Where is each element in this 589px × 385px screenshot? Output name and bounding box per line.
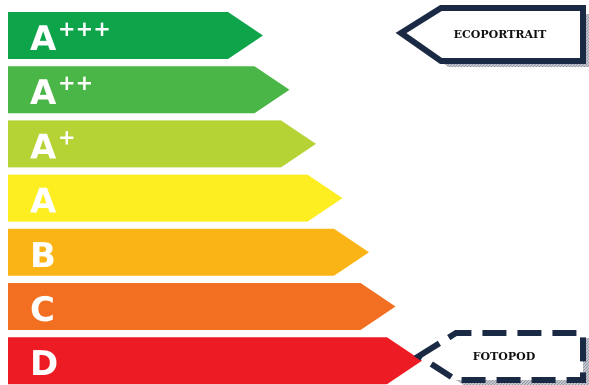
rating-bar-letter: A <box>30 73 57 113</box>
rating-bar-letter: C <box>30 290 55 330</box>
rating-bar-shape <box>8 66 290 114</box>
callout-fotopod-frame <box>413 330 586 383</box>
rating-bar-letter: D <box>30 344 58 384</box>
callout-ecoportrait-label: ECOPORTRAIT <box>454 28 548 41</box>
rating-bar-letter: A <box>30 19 57 59</box>
rating-bar: A + <box>8 120 316 168</box>
rating-bar-superscript: +++ <box>58 17 111 41</box>
rating-bar-superscript: + <box>58 125 76 149</box>
rating-bar-superscript: ++ <box>58 71 93 95</box>
callout-ecoportrait: ECOPORTRAIT <box>395 5 589 67</box>
callout-fotopod-label: FOTOPOD <box>473 350 536 363</box>
rating-bar-shape <box>8 12 263 59</box>
rating-bar-shape <box>8 120 316 168</box>
rating-bar-shape <box>8 228 369 276</box>
callout-fotopod: FOTOPOD <box>413 330 589 385</box>
rating-bar-shape <box>8 337 422 385</box>
rating-bar-letter: A <box>30 127 57 167</box>
rating-bar-shape <box>8 283 396 330</box>
rating-bar-letter: B <box>30 236 56 276</box>
rating-bar: A ++ <box>8 66 290 114</box>
callout-ecoportrait-frame <box>395 5 586 64</box>
rating-bar-shape <box>8 174 343 222</box>
rating-bar: D <box>8 337 422 385</box>
rating-bar: A <box>8 174 343 222</box>
rating-bar-letter: A <box>30 182 57 222</box>
rating-bar: C <box>8 283 396 330</box>
rating-bar: B <box>8 228 369 276</box>
rating-bar: A +++ <box>8 12 263 59</box>
